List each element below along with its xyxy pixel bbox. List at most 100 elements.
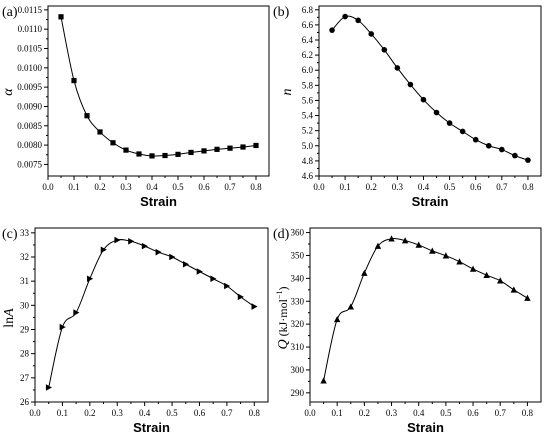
data-point: [355, 17, 361, 24]
series-line: [331, 15, 529, 161]
data-point: [485, 142, 492, 149]
x-tick-label: 0.5: [440, 408, 452, 418]
y-tick-label: 33: [20, 228, 30, 238]
x-tick-label: 0.8: [250, 182, 262, 192]
y-tick-label: 6.2: [302, 50, 313, 60]
data-point: [100, 246, 107, 254]
data-point: [469, 265, 477, 272]
data-point: [347, 303, 354, 310]
x-tick-label: 0.0: [304, 408, 316, 418]
x-tick-label: 0.1: [68, 182, 79, 192]
data-point: [512, 152, 518, 159]
x-tick-label: 0.8: [522, 182, 534, 192]
plot-frame: [309, 227, 542, 403]
data-point: [128, 237, 135, 245]
data-point: [420, 96, 427, 103]
y-tick-label: 0.0115: [18, 5, 43, 15]
x-tick-label: 0.8: [522, 408, 534, 418]
y-tick-label: 0.0100: [17, 63, 42, 73]
data-point: [361, 269, 368, 276]
y-tick-label: 5.0: [302, 141, 314, 151]
data-point: [510, 286, 518, 293]
panel-c: 0.0 0.1 0.2 0.3 0.4 0.5 0.6 0.7 0.8 26 27 28 29 30 31 3…: [2, 227, 269, 435]
y-tick-label: 31: [20, 276, 29, 286]
series-line: [48, 239, 255, 388]
x-tick-label: 0.1: [332, 408, 343, 418]
data-point: [123, 147, 129, 153]
y-tick-label: 0.0110: [18, 24, 43, 34]
data-point: [71, 77, 77, 84]
x-tick-label: 0.7: [221, 408, 233, 418]
x-tick-label: 0.1: [339, 182, 350, 192]
panel-a: 0.0 0.1 0.2 0.3 0.4 0.5 0.6 0.7 0.8 0.0075 0.0080 0…: [1, 5, 270, 209]
x-tick-label: 0.3: [112, 408, 124, 418]
data-point: [394, 65, 401, 71]
x-tick-label: 0.4: [413, 408, 425, 418]
x-tick-label: 0.7: [495, 408, 507, 418]
x-tick-label: 0.3: [120, 182, 132, 192]
data-point: [59, 323, 66, 331]
y-tick-label: 300: [291, 365, 305, 375]
x-tick-label: 0.5: [172, 182, 184, 192]
data-point: [459, 128, 466, 135]
x-tick-label: 0.6: [467, 408, 479, 418]
y-tick-label: 0.0090: [17, 101, 42, 111]
y-tick-label: 290: [291, 388, 305, 398]
data-point: [329, 27, 335, 33]
y-tick-label: 360: [291, 228, 305, 238]
data-point: [525, 157, 531, 163]
data-point: [149, 153, 155, 159]
y-axis-title: Q (kJ·mol−1): [275, 287, 291, 350]
series-line: [60, 16, 257, 157]
data-point: [175, 151, 181, 157]
series-line: [323, 238, 528, 381]
data-point: [433, 109, 440, 116]
panel-b: 0.0 0.1 0.2 0.3 0.4 0.5 0.6 0.7 0.8 4.6 4.8 5.0 5.2 5…: [273, 5, 542, 209]
data-point: [114, 236, 121, 244]
data-point: [188, 149, 194, 156]
x-tick-label: 0.4: [146, 182, 158, 192]
data-point: [237, 293, 244, 301]
y-tick-label: 350: [291, 250, 305, 260]
y-tick-label: 330: [291, 296, 305, 306]
data-point: [401, 237, 409, 244]
y-tick-label: 5.2: [302, 126, 313, 136]
data-point: [110, 140, 116, 146]
data-point: [169, 253, 176, 261]
data-point: [429, 247, 436, 254]
x-tick-label: 0.6: [470, 182, 482, 192]
panel-label: (b): [273, 5, 290, 20]
y-tick-label: 5.4: [302, 111, 314, 121]
panel-label: (c): [2, 227, 18, 242]
data-point: [196, 268, 203, 275]
x-tick-label: 0.0: [313, 182, 325, 192]
data-point: [407, 81, 414, 88]
data-point: [182, 260, 190, 268]
plot-frame: [47, 5, 270, 177]
data-point: [368, 31, 375, 37]
data-point: [524, 294, 531, 301]
x-tick-label: 0.6: [198, 182, 210, 192]
y-tick-label: 30: [20, 300, 30, 310]
x-tick-label: 0.5: [166, 408, 178, 418]
data-point: [141, 242, 148, 250]
data-point: [497, 277, 504, 284]
data-point: [201, 148, 207, 154]
panel-label: (d): [273, 227, 290, 242]
x-tick-label: 0.7: [496, 182, 508, 192]
data-point: [446, 120, 453, 126]
y-tick-label: 26: [20, 397, 30, 407]
data-point: [333, 315, 341, 323]
y-tick-label: 0.0105: [17, 44, 42, 54]
y-tick-label: 5.8: [302, 80, 314, 90]
data-point: [472, 136, 479, 143]
data-point: [210, 275, 217, 283]
y-tick-label: 32: [20, 252, 29, 262]
data-point: [87, 275, 94, 283]
data-point: [136, 151, 142, 157]
y-tick-label: 28: [20, 349, 30, 359]
x-tick-label: 0.0: [29, 408, 41, 418]
data-point: [381, 47, 388, 53]
data-point: [224, 282, 231, 290]
data-point: [84, 113, 90, 119]
